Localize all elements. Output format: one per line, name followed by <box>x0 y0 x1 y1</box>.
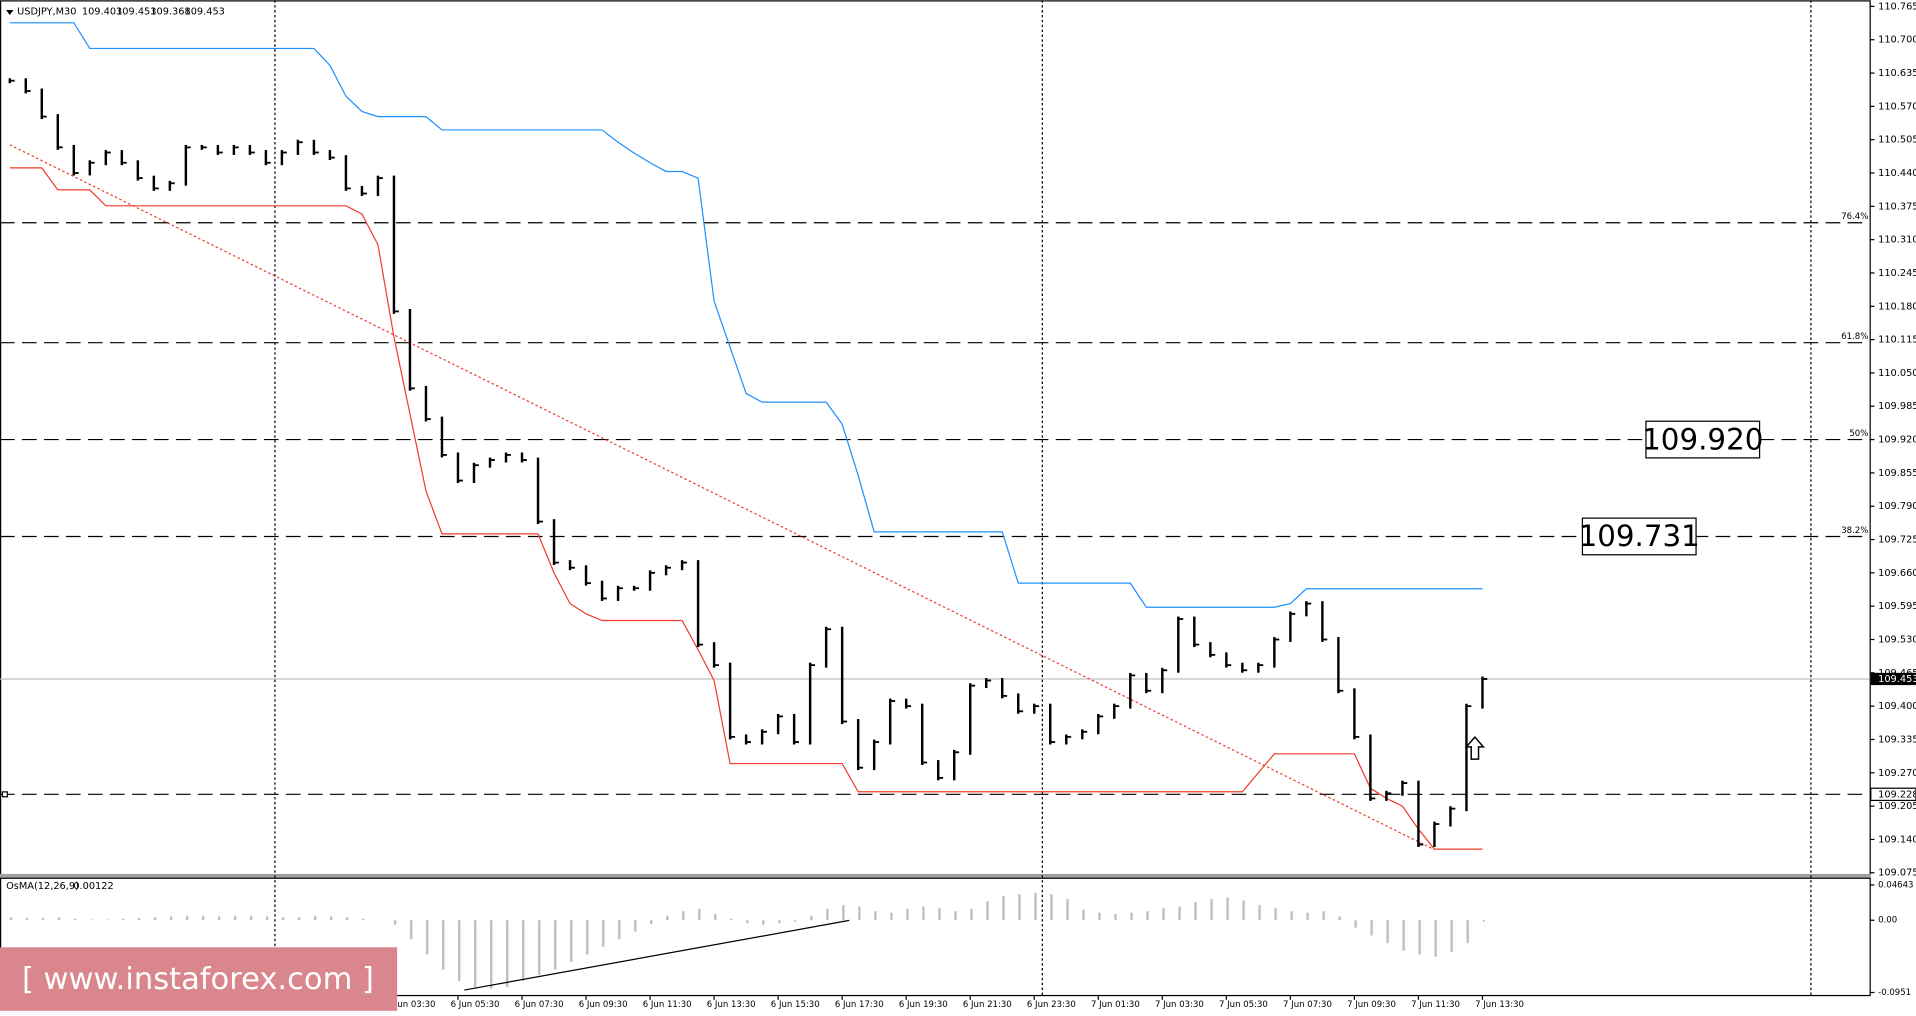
current-price-label: 109.453 <box>1878 674 1916 685</box>
x-tick-label: 6 Jun 21:30 <box>963 1000 1012 1010</box>
y-tick-label: 109.530 <box>1878 634 1916 645</box>
divergence-line <box>464 919 850 991</box>
y-tick-label: 109.790 <box>1878 501 1916 512</box>
y-tick-label: 110.635 <box>1878 68 1916 79</box>
menu-triangle <box>6 10 14 15</box>
level-label: 50% <box>1849 429 1868 439</box>
y-tick-label: 109.335 <box>1878 734 1916 745</box>
x-tick-label: 6 Jun 17:30 <box>835 1000 884 1010</box>
ohlc-open: 109.403 <box>82 6 122 17</box>
y-tick-label: 110.505 <box>1878 135 1916 146</box>
y-tick-label: 110.050 <box>1878 368 1916 379</box>
x-tick-label: 7 Jun 03:30 <box>1155 1000 1204 1010</box>
y-tick-label: 110.375 <box>1878 201 1916 212</box>
y-tick-label: 109.985 <box>1878 401 1916 412</box>
level-label: 76.4% <box>1841 212 1868 222</box>
y-tick-label: 109.725 <box>1878 535 1916 546</box>
x-tick-label: 7 Jun 05:30 <box>1219 1000 1268 1010</box>
x-tick-label: 6 Jun 03:30 <box>387 1000 436 1010</box>
x-tick-label: 7 Jun 09:30 <box>1347 1000 1396 1010</box>
price-box-label: 109.731 <box>1579 519 1700 553</box>
ohlc-low: 109.368 <box>150 6 190 17</box>
y-tick-label: 0.04643 <box>1878 880 1913 890</box>
x-tick-label: 6 Jun 19:30 <box>899 1000 948 1010</box>
y-tick-label: 109.660 <box>1878 568 1916 579</box>
y-tick-label: 0.00 <box>1878 916 1897 926</box>
price-box-label: 109.920 <box>1642 422 1763 456</box>
x-tick-label: 6 Jun 09:30 <box>579 1000 628 1010</box>
y-tick-label: 110.180 <box>1878 301 1916 312</box>
x-tick-label: 6 Jun 11:30 <box>643 1000 692 1010</box>
up-arrow <box>1464 736 1486 760</box>
y-tick-label: 110.765 <box>1878 1 1916 12</box>
ohlc-high: 109.453 <box>116 6 156 17</box>
y-tick-label: 110.570 <box>1878 101 1916 112</box>
osma-pane <box>0 877 1871 997</box>
upper-channel <box>9 22 1483 608</box>
marker-handle <box>1 791 8 798</box>
y-tick-label: 109.920 <box>1878 435 1916 446</box>
x-tick-label: 6 Jun 13:30 <box>707 1000 756 1010</box>
price-box <box>1645 420 1761 459</box>
x-tick-label: 7 Jun 01:30 <box>1091 1000 1140 1010</box>
price-box <box>1581 517 1697 556</box>
x-tick-label: 6 Jun 23:30 <box>1027 1000 1076 1010</box>
x-tick-label: 7 Jun 07:30 <box>1283 1000 1332 1010</box>
x-tick-label: 6 Jun 07:30 <box>515 1000 564 1010</box>
current-price-box <box>1870 672 1916 686</box>
x-tick-label: 7 Jun 11:30 <box>1411 1000 1460 1010</box>
y-tick-label: 109.855 <box>1878 468 1916 479</box>
lower-channel <box>9 167 1483 850</box>
y-tick-label: 109.270 <box>1878 768 1916 779</box>
x-tick-label: 7 Jun 13:30 <box>1475 1000 1524 1010</box>
watermark: [ www.instaforex.com ] <box>22 962 374 997</box>
y-tick-label: 109.400 <box>1878 701 1916 712</box>
trendline <box>9 144 1435 851</box>
marker-label: 109.228 <box>1878 789 1916 800</box>
y-tick-label: 109.595 <box>1878 601 1916 612</box>
osma-last: 0.00122 <box>73 881 113 892</box>
y-tick-label: 109.075 <box>1878 868 1916 879</box>
pane-separator <box>0 873 1871 878</box>
x-tick-label: 6 Jun 15:30 <box>771 1000 820 1010</box>
y-tick-label: 109.205 <box>1878 801 1916 812</box>
y-tick-label: 110.245 <box>1878 268 1916 279</box>
ohlc-close: 109.453 <box>185 6 225 17</box>
y-tick-label: 109.140 <box>1878 834 1916 845</box>
y-tick-label: -0.0951 <box>1878 988 1911 998</box>
level-label: 38.2% <box>1841 526 1868 536</box>
watermark-box <box>0 947 398 1011</box>
x-tick-label: 6 Jun 05:30 <box>451 1000 500 1010</box>
symbol-title: USDJPY,M30 <box>17 6 76 17</box>
level-label: 61.8% <box>1841 332 1868 342</box>
y-tick-label: 110.115 <box>1878 335 1916 346</box>
osma-title: OsMA(12,26,9) <box>6 881 79 892</box>
marker-box <box>1870 787 1916 802</box>
y-tick-label: 110.310 <box>1878 235 1916 246</box>
y-tick-label: 110.440 <box>1878 168 1916 179</box>
y-tick-label: 110.700 <box>1878 35 1916 46</box>
